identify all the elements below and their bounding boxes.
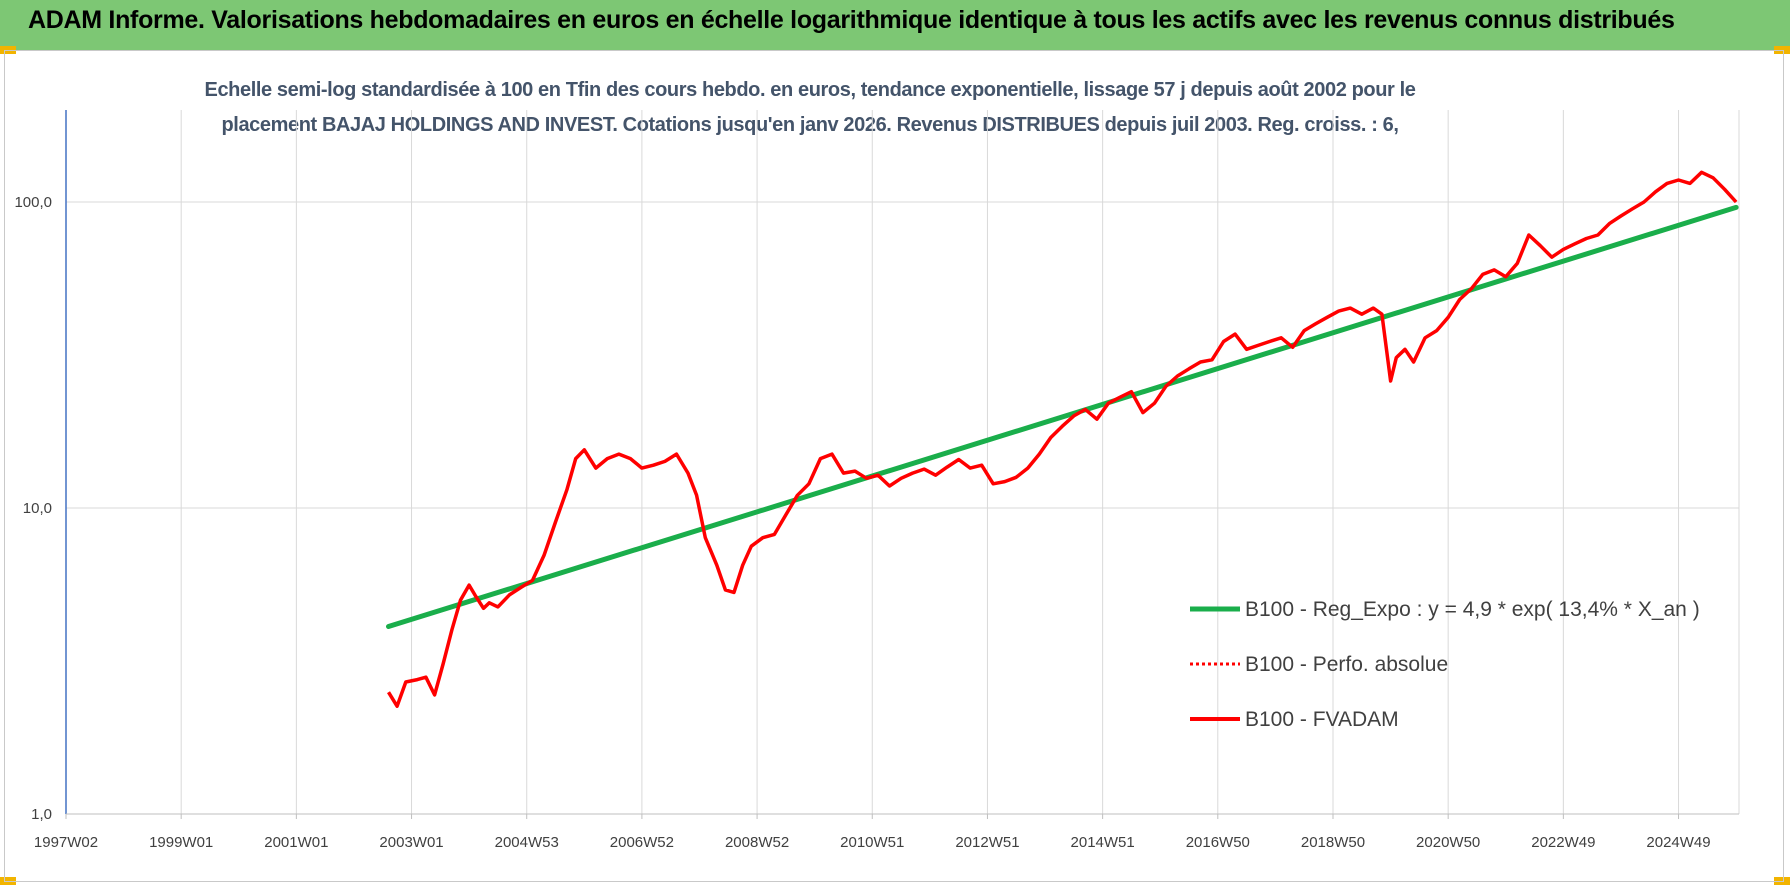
x-tick-label: 2012W51	[955, 834, 1019, 851]
chart-frame	[4, 50, 1784, 882]
legend-label: B100 - Perfo. absolue	[1245, 653, 1448, 676]
x-tick-label: 2016W50	[1186, 834, 1250, 851]
y-tick-label: 100,0	[14, 194, 52, 211]
x-tick-label: 2004W53	[495, 834, 559, 851]
x-tick-label: 2003W01	[379, 834, 443, 851]
y-tick-label: 10,0	[23, 500, 52, 517]
x-tick-label: 2022W49	[1531, 834, 1595, 851]
fvadam-line	[387, 170, 1738, 708]
x-tick-label: 2018W50	[1301, 834, 1365, 851]
x-tick-label: 1999W01	[149, 834, 213, 851]
regression-line	[386, 204, 1739, 629]
x-tick-label: 2014W51	[1071, 834, 1135, 851]
y-tick-label: 1,0	[31, 806, 52, 823]
x-tick-label: 2020W50	[1416, 834, 1480, 851]
x-tick-label: 2008W52	[725, 834, 789, 851]
x-tick-label: 2006W52	[610, 834, 674, 851]
x-tick-label: 2024W49	[1646, 834, 1710, 851]
chart-title-line-2: placement BAJAJ HOLDINGS AND INVEST. Cot…	[221, 114, 1399, 136]
legend-label: B100 - Reg_Expo : y = 4,9 * exp( 13,4% *…	[1245, 598, 1700, 621]
report-title-banner: ADAM Informe. Valorisations hebdomadaire…	[0, 0, 1790, 50]
chart-title-line-1: Echelle semi-log standardisée à 100 en T…	[204, 79, 1416, 101]
x-tick-label: 2001W01	[264, 834, 328, 851]
legend-label: B100 - FVADAM	[1245, 708, 1399, 731]
x-tick-label: 1997W02	[34, 834, 98, 851]
x-tick-label: 2010W51	[840, 834, 904, 851]
